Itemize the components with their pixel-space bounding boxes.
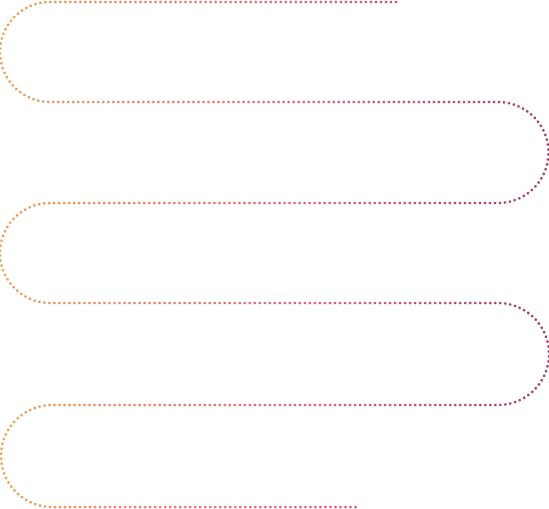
serpentine-diagram	[0, 0, 549, 509]
serpentine-dotted-path	[0, 0, 549, 509]
serpentine-path-svg	[0, 0, 549, 509]
